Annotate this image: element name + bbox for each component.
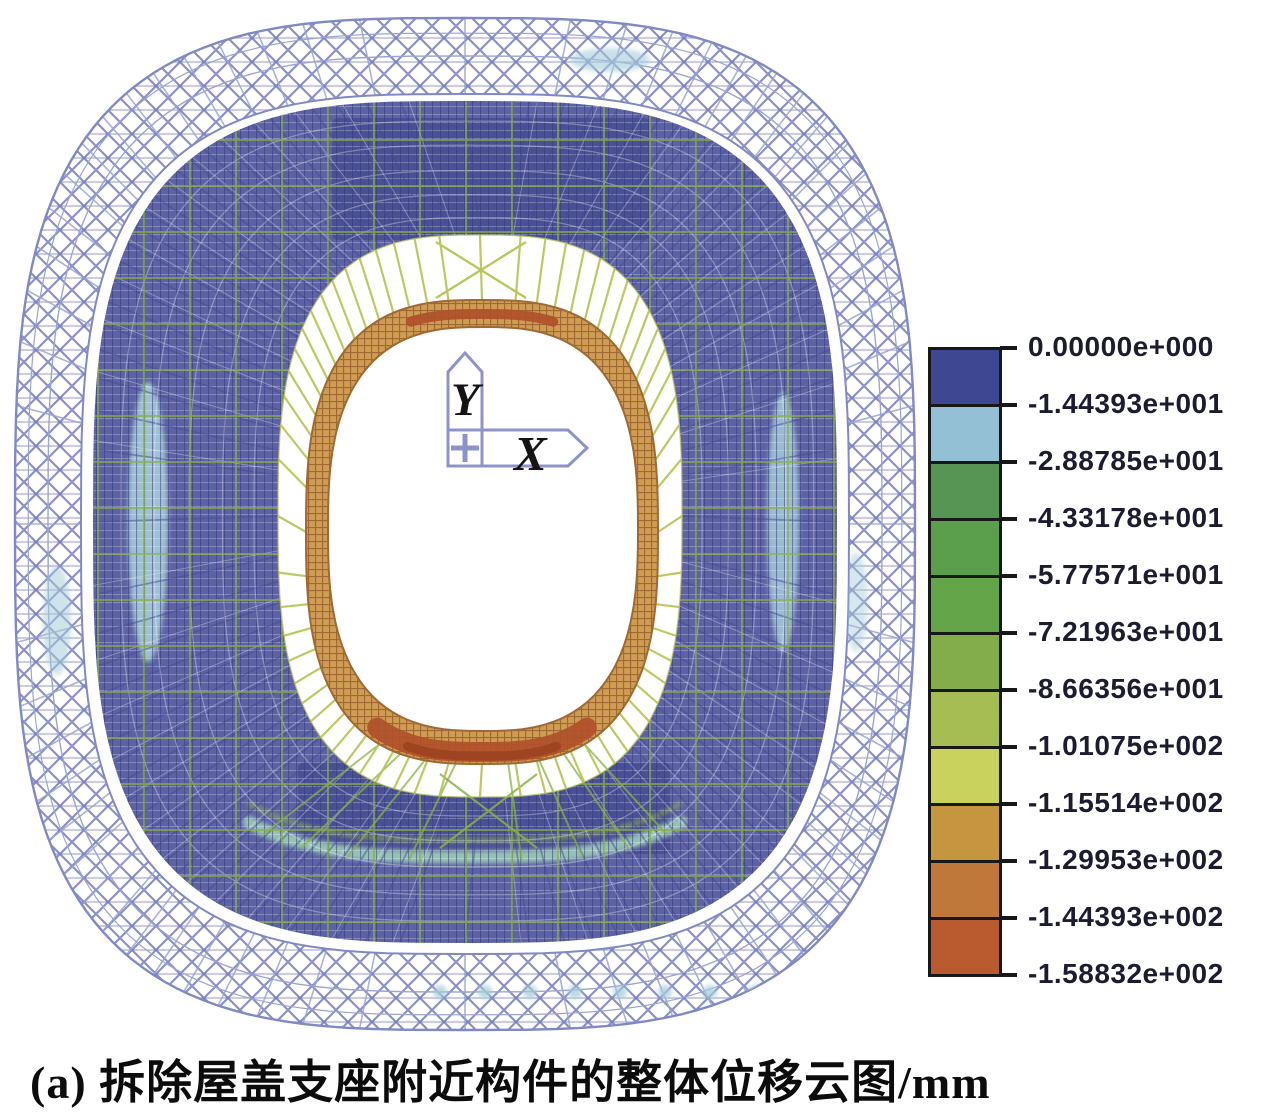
cable-fan-ring bbox=[277, 234, 683, 798]
legend-color-block bbox=[928, 404, 1002, 464]
legend-tick bbox=[1000, 346, 1017, 350]
legend-tick bbox=[1000, 802, 1017, 806]
legend-color-block bbox=[928, 917, 1002, 977]
legend-value-label: -1.29953e+002 bbox=[1028, 844, 1224, 875]
legend-value-label: -2.88785e+001 bbox=[1028, 445, 1224, 476]
legend-tick bbox=[1000, 973, 1017, 977]
legend-value-label: -7.21963e+001 bbox=[1028, 616, 1224, 647]
legend-tick bbox=[1000, 460, 1017, 464]
legend-value-label: -8.66356e+001 bbox=[1028, 673, 1224, 704]
colorbar bbox=[928, 347, 1002, 977]
colorbar-legend: 0.00000e+000 -1.44393e+001 -2.88785e+001 -4… bbox=[928, 331, 1280, 1047]
legend-value-label: -5.77571e+001 bbox=[1028, 559, 1224, 590]
x-axis-label: X bbox=[512, 426, 548, 481]
legend-value-label: -1.58832e+002 bbox=[1028, 958, 1224, 989]
legend-color-block bbox=[928, 689, 1002, 749]
legend-color-block bbox=[928, 347, 1002, 407]
origin-plus-icon bbox=[451, 434, 479, 462]
inner-tension-ring bbox=[304, 298, 660, 766]
legend-tick bbox=[1000, 403, 1017, 407]
figure-caption: (a) 拆除屋盖支座附近构件的整体位移云图/mm bbox=[30, 1057, 991, 1108]
legend-tick bbox=[1000, 631, 1017, 635]
outer-truss-ring bbox=[13, 16, 917, 1032]
legend-value-label: -1.44393e+002 bbox=[1028, 901, 1224, 932]
legend-tick bbox=[1000, 916, 1017, 920]
legend-color-block bbox=[928, 461, 1002, 521]
legend-color-block bbox=[928, 746, 1002, 806]
x-axis-arrow bbox=[446, 428, 590, 468]
legend-color-block bbox=[928, 575, 1002, 635]
legend-color-block bbox=[928, 803, 1002, 863]
coordinate-triad: Y X bbox=[446, 350, 590, 481]
roof-mesh-ring bbox=[92, 100, 838, 944]
legend-tick bbox=[1000, 574, 1017, 578]
legend-value-label: 0.00000e+000 bbox=[1028, 331, 1214, 362]
legend-tick bbox=[1000, 688, 1017, 692]
legend-color-block bbox=[928, 518, 1002, 578]
y-axis-arrow bbox=[446, 350, 484, 466]
legend-value-label: -1.01075e+002 bbox=[1028, 730, 1224, 761]
legend-value-label: -4.33178e+001 bbox=[1028, 502, 1224, 533]
legend-tick bbox=[1000, 859, 1017, 863]
stadium-displacement-contour: Y X bbox=[13, 16, 917, 1032]
legend-value-label: -1.15514e+002 bbox=[1028, 787, 1224, 818]
legend-color-block bbox=[928, 632, 1002, 692]
legend-color-block bbox=[928, 860, 1002, 920]
legend-tick bbox=[1000, 745, 1017, 749]
legend-tick bbox=[1000, 517, 1017, 521]
legend-value-label: -1.44393e+001 bbox=[1028, 388, 1224, 419]
y-axis-label: Y bbox=[451, 374, 484, 426]
